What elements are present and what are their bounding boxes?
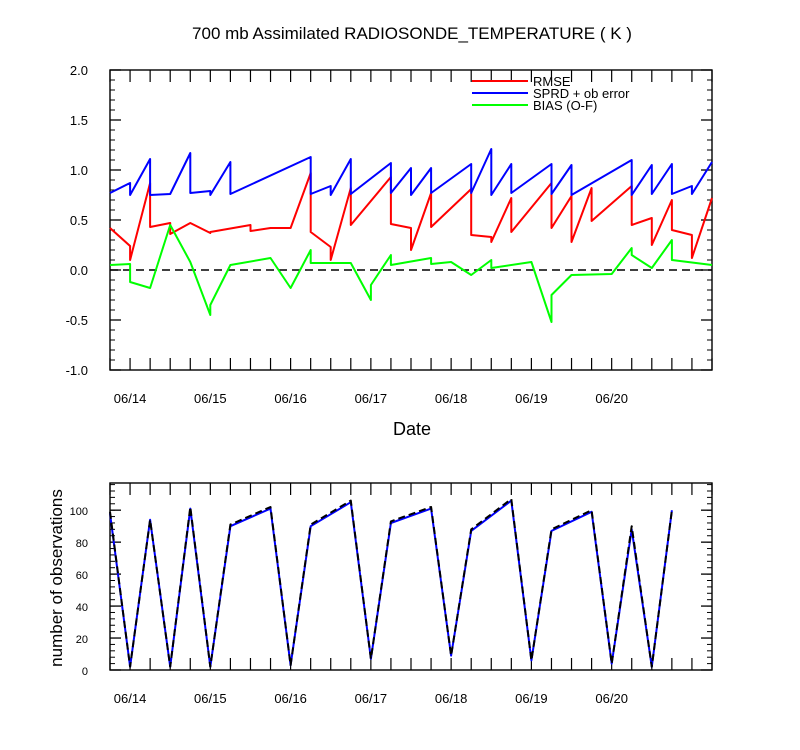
x-tick-label: 06/15	[194, 691, 227, 706]
legend-label: RMSE	[533, 74, 571, 89]
x-tick-label: 06/20	[595, 391, 628, 406]
x-tick-label: 06/14	[114, 691, 147, 706]
series-line-bias-o-f	[109, 224, 713, 323]
y-tick-label: 80	[76, 538, 88, 550]
y-tick-label: -1.0	[66, 363, 88, 378]
y-tick-label: 60	[76, 570, 88, 582]
y-tick-label: 100	[70, 506, 88, 518]
x-tick-label: 06/19	[515, 391, 548, 406]
y-axis-label-bottom: number of observations	[47, 489, 66, 667]
top-plot-series	[109, 148, 713, 323]
y-tick-label: 0.0	[70, 263, 88, 278]
x-tick-label: 06/14	[114, 391, 147, 406]
x-axis-label: Date	[393, 419, 431, 439]
y-tick-label: 0	[82, 666, 88, 678]
y-tick-label: 0.5	[70, 213, 88, 228]
bottom-plot-series	[109, 498, 673, 668]
legend-label: BIAS (O-F)	[533, 98, 597, 113]
series-line-dashed	[109, 498, 673, 668]
y-tick-label: 2.0	[70, 63, 88, 78]
x-tick-label: 06/15	[194, 391, 227, 406]
series-line-rmse	[109, 172, 713, 261]
x-tick-label: 06/20	[595, 691, 628, 706]
x-tick-label: 06/17	[355, 691, 388, 706]
top-plot-axes: 06/14 06/15 06/16 06/17 06/18 06/19 06/20 -1.0 -…	[66, 63, 713, 406]
plot-frame	[109, 482, 713, 671]
x-tick-label: 06/18	[435, 691, 468, 706]
x-tick-label: 06/18	[435, 391, 468, 406]
x-tick-label: 06/16	[274, 391, 307, 406]
series-line-sprd-ob-error	[109, 148, 713, 196]
bottom-plot-axes: 06/14 06/15 06/16 06/17 06/18 06/19 06/20 0 20 40…	[70, 482, 713, 706]
y-tick-label: 20	[76, 634, 88, 646]
y-tick-label: 1.0	[70, 163, 88, 178]
x-tick-label: 06/19	[515, 691, 548, 706]
series-line-solid	[109, 499, 673, 668]
plot-frame	[109, 69, 713, 371]
y-tick-label: -0.5	[66, 313, 88, 328]
legend-label: SPRD + ob error	[533, 86, 630, 101]
y-tick-label: 40	[76, 602, 88, 614]
chart-title: 700 mb Assimilated RADIOSONDE_TEMPERATUR…	[192, 24, 632, 43]
x-tick-label: 06/16	[274, 691, 307, 706]
x-tick-label: 06/17	[355, 391, 388, 406]
y-tick-label: 1.5	[70, 113, 88, 128]
